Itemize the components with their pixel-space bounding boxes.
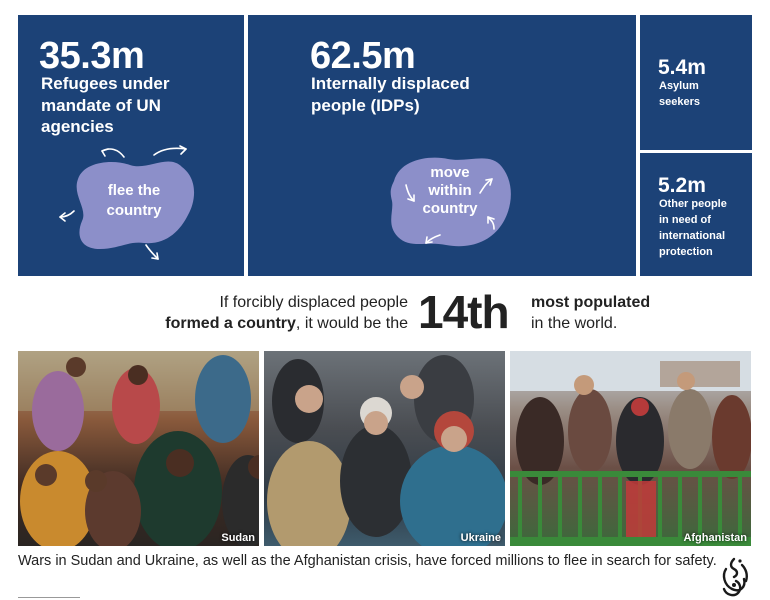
other-protection-panel: 5.2m Other people in need of internation… <box>640 153 752 276</box>
photo-ukraine: Ukraine <box>264 351 505 546</box>
asylum-number: 5.4m <box>658 56 706 79</box>
blob-text-line3: country <box>422 200 478 217</box>
photo-caption-afghanistan: Afghanistan <box>683 532 747 544</box>
asylum-panel: 5.4m Asylum seekers <box>640 15 752 150</box>
refugees-number: 35.3m <box>39 35 145 77</box>
arrow-icon <box>145 244 159 260</box>
footer-divider <box>18 597 80 598</box>
refugees-panel: 35.3m Refugees under mandate of UN agenc… <box>18 15 244 276</box>
statement-right: most populated in the world. <box>531 294 651 332</box>
idps-label: Internally displaced people (IDPs) <box>311 74 470 115</box>
blob-text-line2: country <box>106 202 162 219</box>
al-jazeera-logo-icon <box>722 557 748 597</box>
photo-caption-ukraine: Ukraine <box>460 532 501 544</box>
afghanistan-photo-illustration <box>510 351 751 546</box>
refugees-label: Refugees under mandate of UN agencies <box>41 74 170 137</box>
statement-left: If forcibly displaced people formed a co… <box>165 294 408 332</box>
statement-bold: formed a country <box>165 314 296 332</box>
photo-caption-sudan: Sudan <box>221 532 255 544</box>
asylum-label: Asylum seekers <box>659 80 700 108</box>
flee-country-blob: flee the country <box>59 145 195 260</box>
move-within-blob: move within country <box>390 157 511 247</box>
sudan-photo-illustration <box>18 351 259 546</box>
arrow-icon <box>59 210 75 218</box>
blob-text-line1: flee the <box>108 182 161 199</box>
idps-number: 62.5m <box>310 35 416 77</box>
blob-text-line2: within <box>427 182 471 199</box>
photo-sudan: Sudan <box>18 351 259 546</box>
photo-afghanistan: Afghanistan <box>510 351 751 546</box>
footer-caption: Wars in Sudan and Ukraine, as well as th… <box>18 553 717 569</box>
blob-text-line1: move <box>430 164 469 181</box>
arrow-icon <box>153 147 187 156</box>
idps-panel: 62.5m Internally displaced people (IDPs)… <box>248 15 636 276</box>
rank-number: 14th <box>418 286 510 338</box>
other-label: Other people in need of international pr… <box>659 198 727 258</box>
other-number: 5.2m <box>658 174 706 197</box>
ukraine-photo-illustration <box>267 355 505 546</box>
